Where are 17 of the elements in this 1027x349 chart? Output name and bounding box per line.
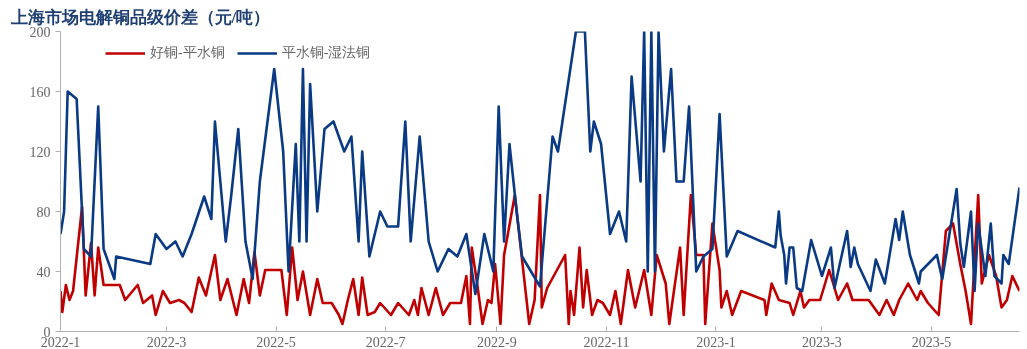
x-tick-label: 2022-3 xyxy=(146,334,187,349)
x-tick-label: 2023-1 xyxy=(696,334,736,349)
legend-label: 平水铜-湿法铜 xyxy=(281,44,371,62)
line-series xyxy=(60,193,1020,326)
x-tick-label: 2022-5 xyxy=(256,334,296,349)
y-tick-label: 120 xyxy=(29,144,51,160)
y-tick-label: 80 xyxy=(36,204,51,220)
x-tick-label: 2023-3 xyxy=(802,334,842,349)
x-tick-label: 2022-9 xyxy=(477,334,517,349)
y-tick-label: 160 xyxy=(29,84,51,100)
x-tick-label: 2023-5 xyxy=(911,334,952,349)
y-tick-label: 40 xyxy=(36,264,51,280)
legend-label: 好铜-平水铜 xyxy=(150,44,225,62)
x-tick-label: 2022-11 xyxy=(583,334,630,349)
x-tick-label: 2022-7 xyxy=(365,334,406,349)
line-series xyxy=(60,31,1020,296)
chart-title: 上海市场电解铜品级价差（元/吨） xyxy=(9,7,271,27)
